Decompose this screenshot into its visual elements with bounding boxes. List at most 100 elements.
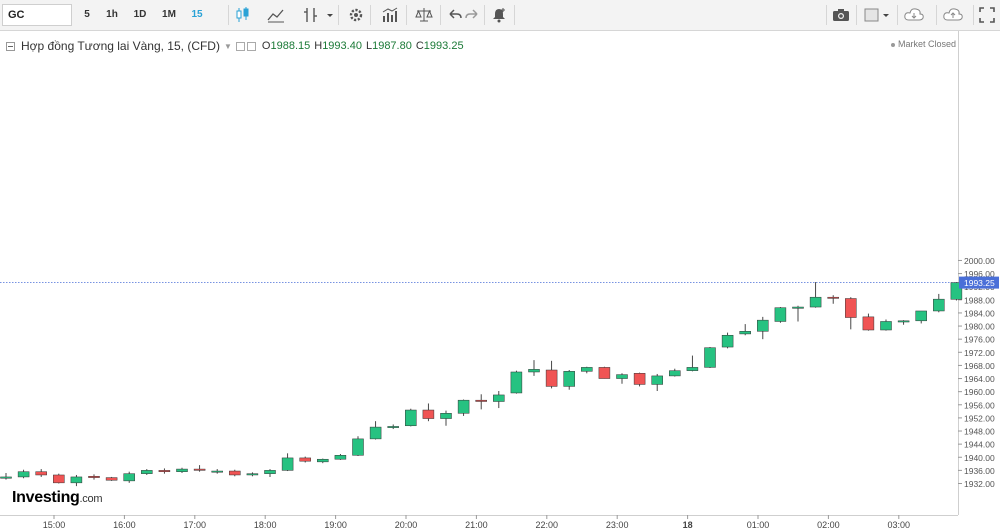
toolbar-divider [897,5,898,25]
candle-up[interactable] [721,334,734,348]
chevron-down-icon[interactable] [880,6,892,24]
interval-1m-button[interactable]: 1M [162,9,176,20]
studies-icon[interactable] [380,6,400,24]
y-tick-label: 1972.00 [964,348,995,358]
candle-up[interactable] [17,471,30,478]
candle-up[interactable] [704,347,716,368]
candle-up[interactable] [757,319,769,332]
indicators-icon[interactable] [266,6,286,24]
interval-15-button[interactable]: 15 [191,9,203,20]
interval-5-button[interactable]: 5 [84,9,90,20]
settings-icon[interactable] [246,41,256,51]
candle-up[interactable] [933,298,945,312]
candle-up[interactable] [176,468,188,472]
candle-down[interactable] [845,298,857,318]
alert-icon[interactable] [490,6,510,24]
interval-1d-button[interactable]: 1D [133,9,147,20]
redo-icon[interactable] [463,6,483,24]
interval-1h-button[interactable]: 1h [106,9,118,20]
candle-down[interactable] [422,409,435,419]
settings-icon[interactable] [347,6,367,24]
y-tick-label: 1952.00 [964,413,995,423]
candle-up[interactable] [651,375,663,385]
logo-brand: Investing [12,489,80,506]
candle-up[interactable] [369,426,382,440]
candle-down[interactable] [633,373,646,385]
candle-down[interactable] [598,367,611,379]
candle-up[interactable] [493,394,505,402]
candle-down[interactable] [827,296,839,299]
chart-type-icon[interactable] [302,6,322,24]
time-axis[interactable] [0,515,1000,532]
candle-up[interactable] [950,282,963,300]
y-tick-label: 1956.00 [964,400,995,410]
candle-up[interactable] [70,476,83,484]
candle-up[interactable] [616,374,628,379]
candle-up[interactable] [880,321,892,331]
candle-up[interactable] [440,413,452,419]
candle-up[interactable] [510,371,523,394]
candle-up[interactable] [774,307,787,322]
cloud-download-icon[interactable] [902,6,928,24]
candle-up[interactable] [897,320,910,323]
candle-up[interactable] [141,470,153,474]
candle-down[interactable] [475,399,487,402]
logo-suffix: .com [79,493,103,505]
candle-down[interactable] [88,476,100,478]
instrument-title: Hợp đồng Tương lai Vàng, 15, (CFD) [21,39,220,53]
x-tick-label: 18:00 [254,520,277,530]
candle-down[interactable] [545,369,558,387]
candle-up[interactable] [123,473,135,482]
candle-up[interactable] [792,306,804,309]
candlestick-chart[interactable]: 1932.00 1936.00 1940.00 1944.00 1948.00 1952.… [0,31,1000,532]
candle-down[interactable] [53,474,65,484]
x-tick-label: 18 [683,520,693,530]
candle-down[interactable] [862,316,875,331]
candle-up[interactable] [387,426,399,428]
candle-up[interactable] [246,473,259,476]
candle-up[interactable] [581,367,593,372]
toolbar-divider [826,5,827,25]
visibility-icon[interactable] [235,41,245,51]
high-label: H [314,40,323,52]
fullscreen-icon[interactable] [978,6,998,24]
toolbar-divider [484,5,485,25]
candle-up[interactable] [739,331,751,335]
candle-down[interactable] [299,457,311,462]
candle-down[interactable] [105,477,118,481]
candle-up[interactable] [528,369,540,373]
candle-up[interactable] [915,310,927,322]
x-tick-label: 20:00 [395,520,418,530]
chevron-down-icon[interactable]: ▼ [223,41,232,51]
status-dot-icon [890,42,895,47]
camera-icon[interactable] [831,6,851,24]
low-label: L [365,40,373,52]
candle-up[interactable] [317,458,329,463]
chevron-down-icon[interactable] [324,6,336,24]
candle-up[interactable] [669,370,681,377]
toolbar-divider [856,5,857,25]
cloud-upload-icon[interactable] [941,6,967,24]
compare-icon[interactable] [414,6,434,24]
color-box-icon[interactable] [863,6,883,24]
candle-up[interactable] [352,438,364,456]
undo-icon[interactable] [446,6,466,24]
candle-down[interactable] [229,470,241,476]
legend-collapse-button[interactable] [6,41,15,51]
candle-up[interactable] [457,399,470,414]
candle-up[interactable] [334,455,347,460]
candle-up[interactable] [281,457,294,471]
candle-up[interactable] [686,367,699,371]
x-tick-label: 01:00 [747,520,770,530]
candle-up[interactable] [809,296,822,308]
candle-up[interactable] [211,470,223,473]
candle-up[interactable] [563,371,575,387]
symbol-input[interactable]: GC [2,4,72,26]
candle-down[interactable] [158,470,171,472]
candle-up[interactable] [405,409,417,427]
candle-up[interactable] [264,470,276,474]
candle-up[interactable] [0,476,12,479]
candle-down[interactable] [35,471,47,476]
candle-style-icon[interactable] [234,6,254,24]
candle-down[interactable] [193,468,206,471]
